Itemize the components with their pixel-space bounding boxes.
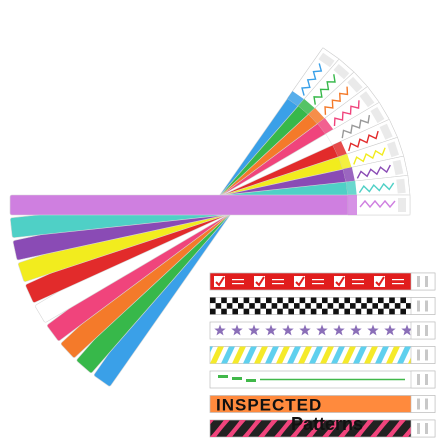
wristband-lavender [9, 194, 411, 216]
wristband-fan [9, 47, 411, 387]
pattern-band-checkered [209, 297, 436, 315]
pattern-band-green-text [209, 370, 436, 389]
pattern-band-diagonal-stripes [209, 346, 436, 364]
pattern-band-zebra [209, 419, 436, 438]
patterns-caption: Patterns [290, 414, 364, 434]
pattern-band-inspected: INSPECTED [209, 395, 436, 415]
pattern-swatches: INSPECTED [209, 272, 436, 438]
pattern-band-stars [209, 321, 436, 340]
pattern-band-checkmark [209, 272, 436, 291]
inspected-label: INSPECTED [216, 396, 322, 415]
